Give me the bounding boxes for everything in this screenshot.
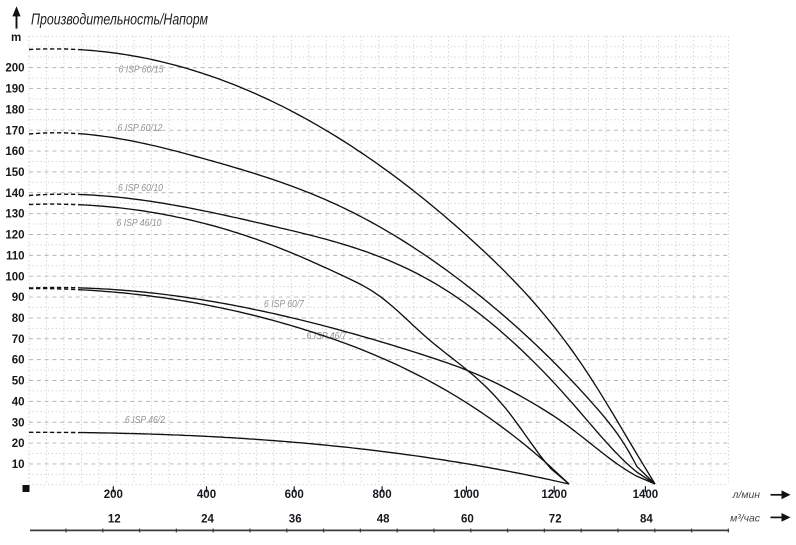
svg-text:150: 150 <box>5 167 24 179</box>
svg-text:200: 200 <box>5 63 24 75</box>
svg-text:40: 40 <box>12 397 25 409</box>
svg-text:60: 60 <box>461 514 474 526</box>
svg-text:160: 160 <box>5 146 24 158</box>
svg-text:6 ISP 60/12: 6 ISP 60/12 <box>118 123 163 134</box>
svg-text:1400: 1400 <box>633 489 659 501</box>
svg-text:48: 48 <box>377 514 390 526</box>
svg-text:70: 70 <box>12 334 25 346</box>
svg-text:12: 12 <box>108 514 121 526</box>
svg-text:30: 30 <box>12 417 25 429</box>
svg-text:140: 140 <box>5 188 24 200</box>
svg-text:180: 180 <box>5 104 24 116</box>
svg-text:л/мин: л/мин <box>732 490 761 501</box>
svg-text:120: 120 <box>5 230 24 242</box>
svg-text:200: 200 <box>104 489 123 501</box>
svg-text:6 ISP 60/7: 6 ISP 60/7 <box>264 299 305 310</box>
svg-text:6 ISP 60/15: 6 ISP 60/15 <box>119 65 164 76</box>
svg-text:20: 20 <box>12 438 25 450</box>
svg-text:84: 84 <box>640 514 653 526</box>
svg-text:100: 100 <box>5 271 24 283</box>
svg-text:6 ISP 46/2: 6 ISP 46/2 <box>125 415 165 426</box>
svg-text:24: 24 <box>201 514 214 526</box>
svg-text:м³/час: м³/час <box>730 513 761 524</box>
svg-text:72: 72 <box>549 514 562 526</box>
svg-text:400: 400 <box>197 489 216 501</box>
svg-text:m: m <box>11 32 21 44</box>
svg-text:1200: 1200 <box>541 489 567 501</box>
svg-text:800: 800 <box>373 489 392 501</box>
svg-text:80: 80 <box>12 313 25 325</box>
svg-text:110: 110 <box>6 250 25 262</box>
svg-text:50: 50 <box>12 376 25 388</box>
svg-text:170: 170 <box>5 125 24 137</box>
svg-text:190: 190 <box>5 84 24 96</box>
svg-text:36: 36 <box>289 514 302 526</box>
svg-text:60: 60 <box>12 355 25 367</box>
svg-text:90: 90 <box>12 292 25 304</box>
svg-text:10: 10 <box>12 459 25 471</box>
svg-text:6 ISP 46/10: 6 ISP 46/10 <box>117 218 162 229</box>
svg-text:Производительность/Напорм: Производительность/Напорм <box>31 12 208 29</box>
svg-text:1000: 1000 <box>454 489 480 501</box>
svg-text:6 ISP 60/10: 6 ISP 60/10 <box>118 183 163 194</box>
svg-text:130: 130 <box>5 209 24 221</box>
svg-text:600: 600 <box>285 489 304 501</box>
